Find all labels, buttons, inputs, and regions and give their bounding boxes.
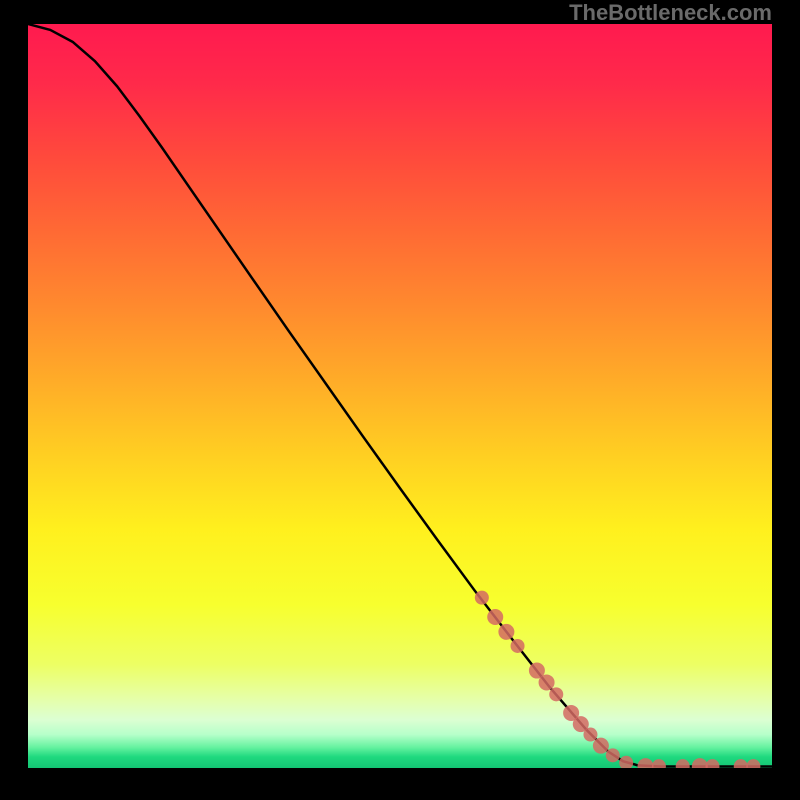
marker-dot bbox=[746, 759, 760, 768]
marker-dot bbox=[734, 759, 748, 768]
marker-dot bbox=[606, 748, 620, 762]
marker-dot bbox=[487, 609, 503, 625]
chart-svg bbox=[28, 24, 772, 768]
marker-dot bbox=[549, 687, 563, 701]
marker-dot bbox=[652, 759, 666, 768]
marker-dot bbox=[619, 756, 633, 768]
watermark-text: TheBottleneck.com bbox=[569, 0, 772, 26]
marker-dot bbox=[498, 624, 514, 640]
marker-dot bbox=[692, 758, 708, 768]
curve-path bbox=[28, 24, 772, 767]
marker-dot bbox=[676, 759, 690, 768]
marker-dot bbox=[638, 758, 654, 768]
plot-area bbox=[28, 24, 772, 768]
marker-dot bbox=[475, 591, 489, 605]
marker-dot bbox=[705, 759, 719, 768]
marker-dot bbox=[539, 674, 555, 690]
marker-group bbox=[475, 591, 761, 768]
chart-stage: TheBottleneck.com bbox=[0, 0, 800, 800]
marker-dot bbox=[593, 738, 609, 754]
marker-dot bbox=[583, 728, 597, 742]
marker-dot bbox=[511, 639, 525, 653]
